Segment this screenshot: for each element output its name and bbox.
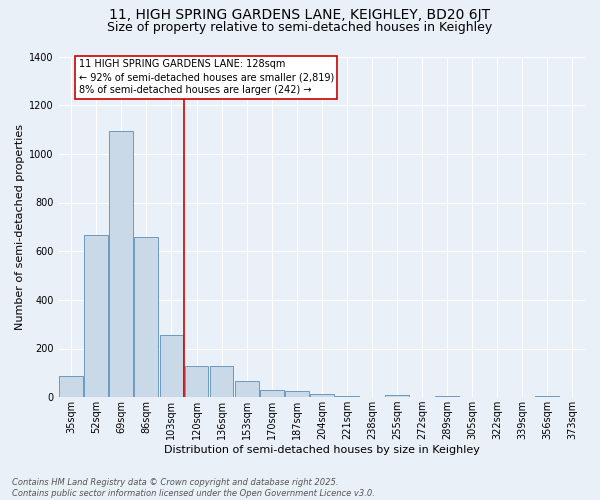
Bar — [385, 394, 409, 397]
Bar — [209, 366, 233, 397]
Bar — [134, 236, 158, 397]
Bar — [235, 382, 259, 397]
Bar — [285, 391, 308, 397]
Bar — [160, 335, 184, 397]
Y-axis label: Number of semi-detached properties: Number of semi-detached properties — [15, 124, 25, 330]
Text: 11 HIGH SPRING GARDENS LANE: 128sqm
← 92% of semi-detached houses are smaller (2: 11 HIGH SPRING GARDENS LANE: 128sqm ← 92… — [79, 59, 334, 96]
Text: 11, HIGH SPRING GARDENS LANE, KEIGHLEY, BD20 6JT: 11, HIGH SPRING GARDENS LANE, KEIGHLEY, … — [109, 8, 491, 22]
Bar — [335, 396, 359, 397]
Bar — [185, 366, 208, 397]
Bar — [59, 376, 83, 397]
Bar — [85, 236, 108, 397]
Bar — [535, 396, 559, 397]
Text: Size of property relative to semi-detached houses in Keighley: Size of property relative to semi-detach… — [107, 21, 493, 34]
Text: Contains HM Land Registry data © Crown copyright and database right 2025.
Contai: Contains HM Land Registry data © Crown c… — [12, 478, 375, 498]
Bar — [310, 394, 334, 397]
Bar — [109, 130, 133, 397]
Bar — [260, 390, 284, 397]
Bar — [435, 396, 459, 397]
X-axis label: Distribution of semi-detached houses by size in Keighley: Distribution of semi-detached houses by … — [164, 445, 480, 455]
